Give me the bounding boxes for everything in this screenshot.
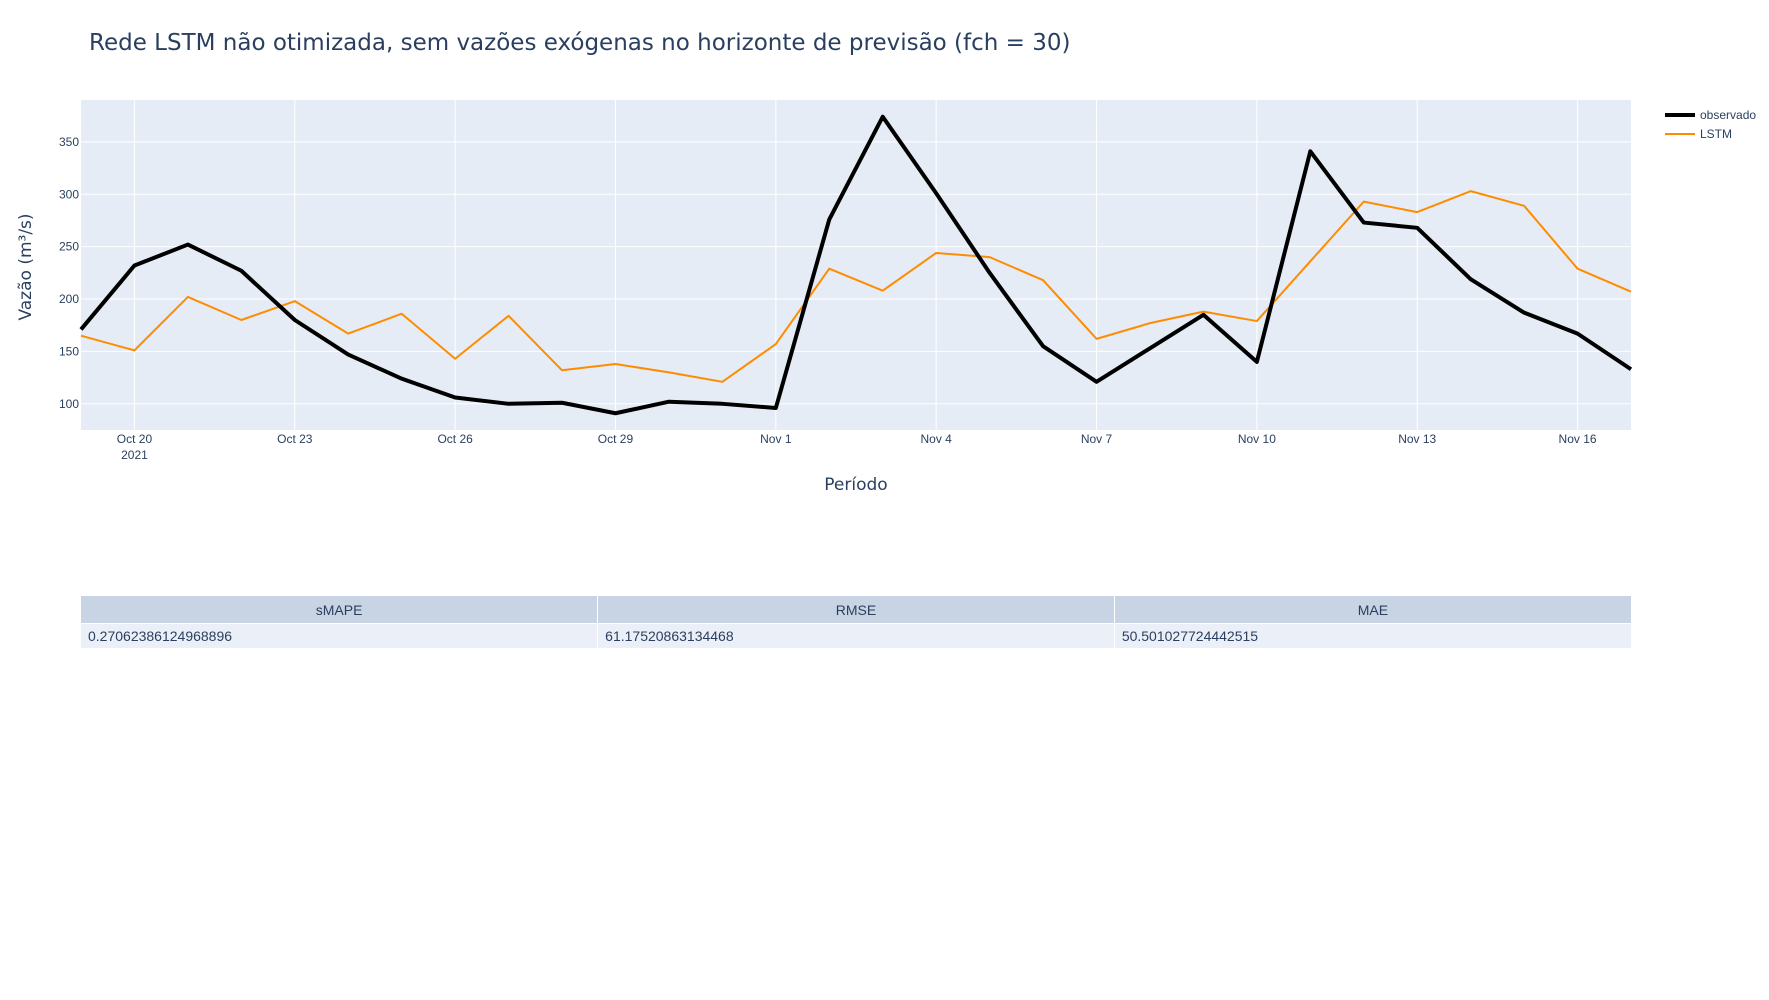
chart-title: Rede LSTM não otimizada, sem vazões exóg… (89, 30, 1070, 56)
value-mae: 50.501027724442515 (1114, 623, 1631, 648)
y-tick-label: 250 (59, 240, 79, 254)
x-tick-label: Oct 26 (437, 432, 473, 446)
x-axis-title: Período (824, 475, 887, 495)
y-axis-title: Vazão (m³/s) (16, 213, 36, 320)
value-smape: 0.27062386124968896 (81, 623, 599, 648)
x-axis-ticks: Oct 20 2021 Oct 23 Oct 26 Oct 29 Nov 1 Nov 4 No… (117, 432, 1597, 462)
x-tick-label: Nov 4 (920, 432, 952, 446)
y-axis-ticks: 100 150 200 250 300 350 (59, 135, 79, 411)
legend[interactable]: observado LSTM (1665, 108, 1756, 141)
x-tick-label: Nov 13 (1398, 432, 1436, 446)
y-tick-label: 300 (59, 187, 79, 201)
header-mae: MAE (1114, 596, 1631, 624)
x-tick-label: Oct 20 (117, 432, 153, 446)
grid (81, 100, 1631, 430)
metrics-value-row: 0.27062386124968896 61.17520863134468 50… (81, 623, 1631, 648)
x-tick-label: Oct 29 (598, 432, 634, 446)
value-rmse: 61.17520863134468 (597, 623, 1115, 648)
y-tick-label: 100 (59, 397, 79, 411)
x-tick-label: Oct 23 (277, 432, 313, 446)
y-tick-label: 200 (59, 292, 79, 306)
x-tick-label: Nov 16 (1559, 432, 1597, 446)
series-layer (79, 114, 1633, 416)
header-rmse: RMSE (597, 596, 1115, 624)
x-tick-label: Nov 10 (1238, 432, 1276, 446)
legend-label: observado (1700, 108, 1756, 122)
x-tick-label: Nov 7 (1081, 432, 1113, 446)
legend-item-lstm[interactable]: LSTM (1665, 127, 1732, 141)
metrics-table: sMAPE RMSE MAE 0.27062386124968896 61.17… (81, 596, 1631, 648)
y-tick-label: 150 (59, 344, 79, 358)
legend-item-observado[interactable]: observado (1665, 108, 1756, 122)
y-tick-label: 350 (59, 135, 79, 149)
metrics-header-row: sMAPE RMSE MAE (81, 596, 1631, 624)
header-smape: sMAPE (81, 596, 599, 624)
x-tick-label: Nov 1 (760, 432, 792, 446)
series-line-lstm[interactable] (80, 190, 1632, 383)
plot-area[interactable] (81, 100, 1631, 430)
series-line-observado[interactable] (79, 114, 1633, 416)
x-tick-sublabel: 2021 (121, 448, 148, 462)
legend-label: LSTM (1700, 127, 1732, 141)
